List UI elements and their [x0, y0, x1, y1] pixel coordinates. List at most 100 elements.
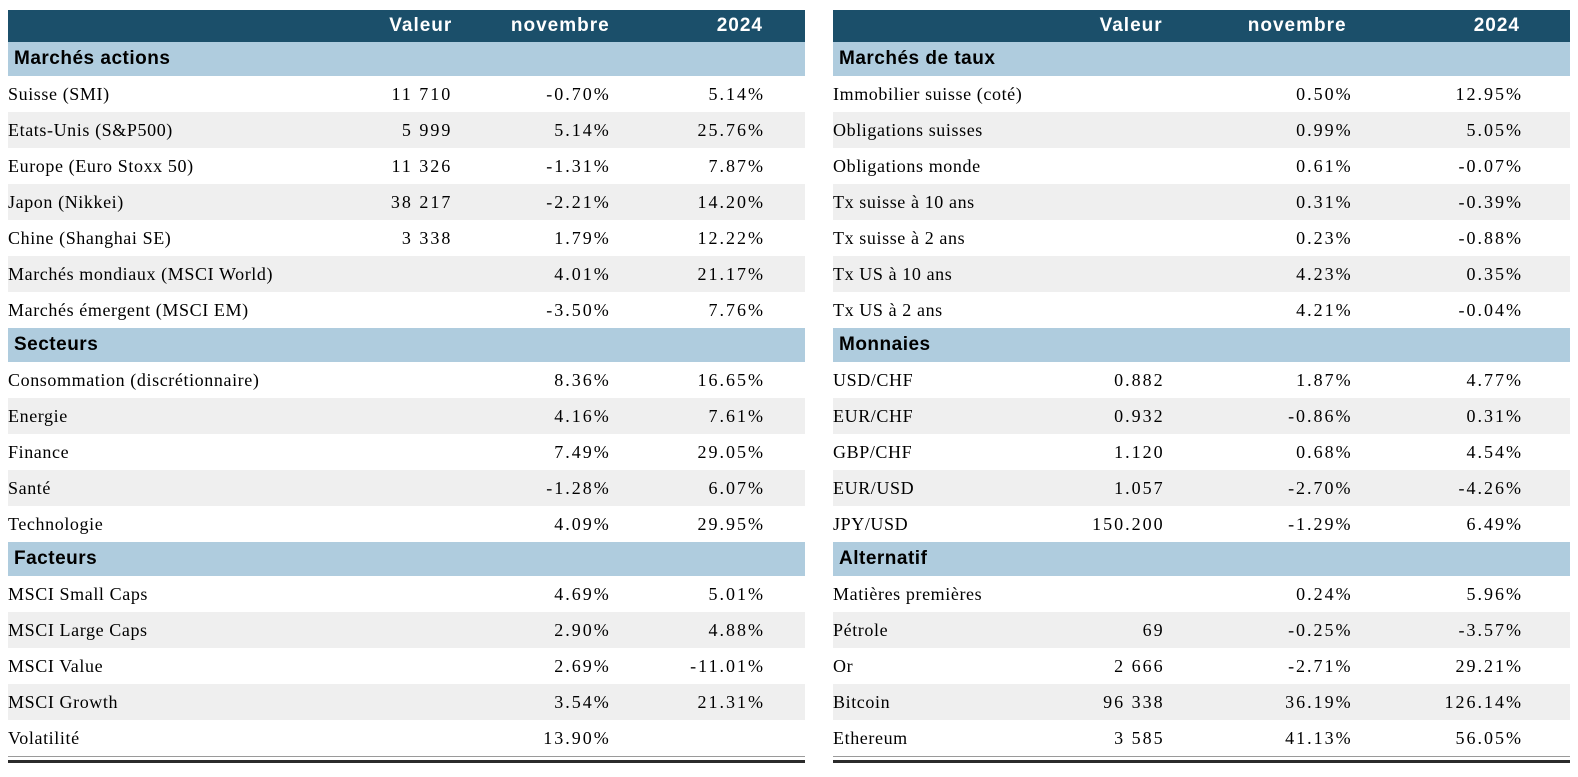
cell-novembre: 5.14% [454, 112, 614, 148]
table-row: GBP/CHF 1.120 0.68% 4.54% [833, 434, 1570, 470]
cell-valeur [358, 648, 455, 684]
cell-valeur [358, 612, 455, 648]
section-title: Facteurs [8, 542, 805, 576]
table-row: EUR/USD 1.057 -2.70% -4.26% [833, 470, 1570, 506]
cell-valeur [358, 292, 455, 328]
cell-valeur: 3 338 [358, 220, 455, 256]
row-label: Europe (Euro Stoxx 50) [8, 148, 359, 184]
cell-valeur: 2 666 [1054, 648, 1165, 684]
cell-2024: 12.95% [1352, 76, 1570, 112]
cell-novembre: 4.23% [1164, 256, 1353, 292]
cell-valeur [1054, 76, 1165, 112]
row-label: Tx suisse à 2 ans [833, 220, 1055, 256]
rates-table-container: Valeur novembre 2024 Marchés de taux Immobil… [833, 10, 1570, 763]
table-row: Etats-Unis (S&P500) 5 999 5.14% 25.76% [8, 112, 805, 148]
cell-valeur [358, 434, 455, 470]
cell-novembre: 0.99% [1164, 112, 1353, 148]
cell-2024: 4.54% [1352, 434, 1570, 470]
section-header-row: Alternatif [833, 542, 1570, 576]
row-label: USD/CHF [833, 362, 1055, 398]
cell-2024: 7.87% [613, 148, 805, 184]
cell-2024: 7.61% [613, 398, 805, 434]
table-row: Obligations suisses 0.99% 5.05% [833, 112, 1570, 148]
cell-novembre: -0.86% [1164, 398, 1353, 434]
cell-valeur: 1.057 [1054, 470, 1165, 506]
row-label: Santé [8, 470, 359, 506]
cell-2024: 0.31% [1352, 398, 1570, 434]
row-label: Suisse (SMI) [8, 76, 359, 112]
row-label: EUR/CHF [833, 398, 1055, 434]
tables-row: Valeur novembre 2024 Marchés actions Suisse … [8, 10, 1570, 763]
table-row: EUR/CHF 0.932 -0.86% 0.31% [833, 398, 1570, 434]
cell-2024: 21.17% [613, 256, 805, 292]
cell-2024: 7.76% [613, 292, 805, 328]
row-label: Chine (Shanghai SE) [8, 220, 359, 256]
section-title: Monnaies [833, 328, 1570, 362]
cell-novembre: -2.70% [1164, 470, 1353, 506]
cell-2024: 12.22% [613, 220, 805, 256]
cell-novembre: 41.13% [1164, 720, 1353, 756]
section-header-row: Secteurs [8, 328, 805, 362]
cell-novembre: -2.71% [1164, 648, 1353, 684]
cell-valeur [1054, 148, 1165, 184]
cell-novembre: 4.09% [454, 506, 614, 542]
row-label: Marchés mondiaux (MSCI World) [8, 256, 359, 292]
cell-2024: 5.05% [1352, 112, 1570, 148]
row-label: Bitcoin [833, 684, 1055, 720]
cell-valeur: 69 [1054, 612, 1165, 648]
row-label: MSCI Large Caps [8, 612, 359, 648]
cell-2024: 0.35% [1352, 256, 1570, 292]
cell-novembre: 0.24% [1164, 576, 1353, 612]
table-row: MSCI Growth 3.54% 21.31% [8, 684, 805, 720]
cell-valeur [358, 470, 455, 506]
equity-table-container: Valeur novembre 2024 Marchés actions Suisse … [8, 10, 805, 763]
section-header-row: Monnaies [833, 328, 1570, 362]
row-label: Obligations monde [833, 148, 1055, 184]
cell-2024: 5.01% [613, 576, 805, 612]
cell-2024: -3.57% [1352, 612, 1570, 648]
cell-valeur: 96 338 [1054, 684, 1165, 720]
table-row: Europe (Euro Stoxx 50) 11 326 -1.31% 7.87% [8, 148, 805, 184]
cell-novembre: 2.69% [454, 648, 614, 684]
column-header-row: Valeur novembre 2024 [833, 10, 1570, 42]
table-row: Consommation (discrétionnaire) 8.36% 16.65… [8, 362, 805, 398]
table-row: Santé -1.28% 6.07% [8, 470, 805, 506]
section-title: Alternatif [833, 542, 1570, 576]
cell-novembre: 7.49% [454, 434, 614, 470]
cell-2024: -0.39% [1352, 184, 1570, 220]
cell-valeur: 0.932 [1054, 398, 1165, 434]
cell-valeur: 11 710 [358, 76, 455, 112]
table-row: Ethereum 3 585 41.13% 56.05% [833, 720, 1570, 756]
table-row: MSCI Large Caps 2.90% 4.88% [8, 612, 805, 648]
table-row: Tx US à 2 ans 4.21% -0.04% [833, 292, 1570, 328]
cell-2024 [613, 720, 805, 756]
table-row: Obligations monde 0.61% -0.07% [833, 148, 1570, 184]
table-row: Volatilité 13.90% [8, 720, 805, 756]
column-header-novembre: novembre [1164, 10, 1353, 42]
column-header-blank [8, 10, 359, 42]
cell-2024: -0.88% [1352, 220, 1570, 256]
cell-novembre: 3.54% [454, 684, 614, 720]
cell-novembre: -1.31% [454, 148, 614, 184]
cell-valeur: 5 999 [358, 112, 455, 148]
table-row: Japon (Nikkei) 38 217 -2.21% 14.20% [8, 184, 805, 220]
table-row: Immobilier suisse (coté) 0.50% 12.95% [833, 76, 1570, 112]
cell-novembre: 0.61% [1164, 148, 1353, 184]
market-table-marches-taux: Valeur novembre 2024 Marchés de taux Immobil… [833, 10, 1570, 756]
cell-valeur [1054, 220, 1165, 256]
cell-2024: 16.65% [613, 362, 805, 398]
cell-novembre: 0.31% [1164, 184, 1353, 220]
section-title: Marchés de taux [833, 42, 1570, 76]
cell-valeur [358, 256, 455, 292]
cell-2024: 5.96% [1352, 576, 1570, 612]
row-label: Pétrole [833, 612, 1055, 648]
row-label: Finance [8, 434, 359, 470]
cell-novembre: -2.21% [454, 184, 614, 220]
row-label: Immobilier suisse (coté) [833, 76, 1055, 112]
cell-valeur: 38 217 [358, 184, 455, 220]
row-label: Energie [8, 398, 359, 434]
cell-2024: 56.05% [1352, 720, 1570, 756]
section-header-row: Marchés de taux [833, 42, 1570, 76]
cell-valeur [1054, 184, 1165, 220]
cell-2024: 29.21% [1352, 648, 1570, 684]
